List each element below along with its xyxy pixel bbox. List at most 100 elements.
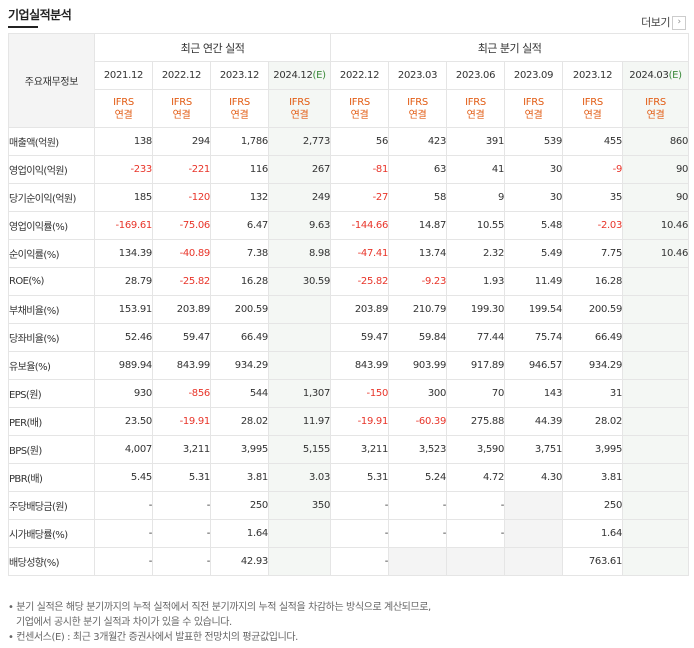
- table-cell: 200.59: [562, 295, 624, 324]
- row-label: 순이익률(%): [8, 239, 95, 268]
- period-label: 2023.12: [219, 70, 260, 81]
- table-cell: 5.24: [388, 463, 448, 492]
- table-cell: 6.47: [210, 211, 269, 240]
- period-header: 2023.12: [562, 61, 624, 90]
- period-header: 2023.12: [210, 61, 269, 90]
- table-cell: -233: [94, 155, 153, 184]
- table-cell: 3,751: [504, 435, 564, 464]
- table-cell: -9: [562, 155, 624, 184]
- accounting-standard: IFRS 연결: [446, 89, 506, 128]
- basis-label: 연결: [172, 109, 191, 121]
- table-cell: -: [330, 519, 390, 548]
- ifrs-label: IFRS: [171, 96, 192, 108]
- more-label[interactable]: 더보기: [641, 16, 670, 29]
- table-cell: 5,155: [267, 435, 332, 464]
- table-cell: -: [330, 547, 390, 576]
- ifrs-label: IFRS: [465, 96, 486, 108]
- table-cell: 63: [388, 155, 448, 184]
- table-cell: -: [152, 491, 211, 520]
- table-cell: [622, 407, 690, 436]
- arrow-right-icon[interactable]: ›: [672, 16, 686, 30]
- row-label: PER(배): [8, 407, 95, 436]
- table-cell: [622, 295, 690, 324]
- note-line: • 컨센서스(E) : 최근 3개월간 증권사에서 발표한 전망치의 평균값입니…: [8, 632, 298, 643]
- table-cell: [267, 295, 332, 324]
- table-cell: 300: [388, 379, 448, 408]
- table-cell: -25.82: [330, 267, 390, 296]
- table-row: 부채비율(%) 153.91 203.89 200.59 203.89 210.79 199…: [8, 295, 690, 324]
- accounting-standard: IFRS 연결: [330, 89, 390, 128]
- table-cell: -40.89: [152, 239, 211, 268]
- period-header: 2021.12: [94, 61, 153, 90]
- table-cell: [504, 547, 564, 576]
- period-label: 2023.06: [455, 70, 496, 81]
- row-label: ROE(%): [8, 267, 95, 296]
- table-cell: 203.89: [152, 295, 211, 324]
- table-cell: 52.46: [94, 323, 153, 352]
- table-cell: 153.91: [94, 295, 153, 324]
- table-cell: -60.39: [388, 407, 448, 436]
- table-row: PER(배) 23.50 -19.91 28.02 11.97 -19.91 -60.39 2…: [8, 407, 690, 436]
- table-cell: 134.39: [94, 239, 153, 268]
- table-cell: 199.54: [504, 295, 564, 324]
- period-label: 2024.03: [629, 70, 669, 81]
- table-cell: 2.32: [446, 239, 506, 268]
- table-cell: -: [152, 547, 211, 576]
- more-link[interactable]: 더보기 ›: [641, 14, 686, 30]
- estimate-marker: (E): [668, 70, 683, 81]
- accounting-standard: IFRS 연결: [622, 89, 690, 128]
- table-row: EPS(원) 930 -856 544 1,307 -150 300 70 143 31: [8, 379, 690, 408]
- table-row: 순이익률(%) 134.39 -40.89 7.38 8.98 -47.41 13.74 2.…: [8, 239, 690, 268]
- row-label: 당기순이익(억원): [8, 183, 95, 212]
- table-cell: -19.91: [152, 407, 211, 436]
- table-cell: 3,590: [446, 435, 506, 464]
- table-cell: 7.75: [562, 239, 624, 268]
- row-label: 유보율(%): [8, 351, 95, 380]
- table-cell: -: [152, 519, 211, 548]
- table-cell: 267: [267, 155, 332, 184]
- table-cell: 116: [210, 155, 269, 184]
- accounting-standard: IFRS 연결: [267, 89, 332, 128]
- table-cell: 294: [152, 127, 211, 156]
- table-cell: 203.89: [330, 295, 390, 324]
- accounting-standard: IFRS 연결: [388, 89, 448, 128]
- table-row: 당좌비율(%) 52.46 59.47 66.49 59.47 59.84 77.44 75.…: [8, 323, 690, 352]
- table-cell: 8.98: [267, 239, 332, 268]
- table-cell: 3,211: [330, 435, 390, 464]
- table-cell: -75.06: [152, 211, 211, 240]
- table-row: 배당성향(%) - -42.93-763.61: [8, 547, 690, 576]
- ifrs-label: IFRS: [229, 96, 250, 108]
- table-cell: [622, 323, 690, 352]
- table-cell: 3.81: [210, 463, 269, 492]
- table-cell: 9: [446, 183, 506, 212]
- ifrs-label: IFRS: [407, 96, 428, 108]
- table-cell: 66.49: [562, 323, 624, 352]
- table-cell: [622, 463, 690, 492]
- table-cell: -856: [152, 379, 211, 408]
- basis-label: 연결: [114, 109, 133, 121]
- table-cell: 1,307: [267, 379, 332, 408]
- table-cell: 77.44: [446, 323, 506, 352]
- table-cell: 843.99: [330, 351, 390, 380]
- row-label: 부채비율(%): [8, 295, 95, 324]
- annual-group-header: 최근 연간 실적: [93, 33, 332, 62]
- corner-label: 주요재무정보: [8, 33, 95, 128]
- period-header: 2024.12(E): [267, 61, 332, 90]
- table-cell: 30: [504, 155, 564, 184]
- period-header: 2024.03(E): [622, 61, 690, 90]
- table-cell: -169.61: [94, 211, 153, 240]
- table-cell: 3,995: [562, 435, 624, 464]
- row-label: BPS(원): [8, 435, 95, 464]
- table-cell: [622, 379, 690, 408]
- ifrs-label: IFRS: [113, 96, 134, 108]
- basis-label: 연결: [646, 109, 665, 121]
- row-label: PBR(배): [8, 463, 95, 492]
- table-cell: 31: [562, 379, 624, 408]
- period-header: 2023.09: [504, 61, 564, 90]
- row-label: 배당성향(%): [8, 547, 95, 576]
- table-cell: [504, 491, 564, 520]
- table-row: 영업이익률(%) -169.61 -75.06 6.47 9.63 -144.66 14.8…: [8, 211, 690, 240]
- table-cell: 934.29: [562, 351, 624, 380]
- table-cell: [504, 519, 564, 548]
- table-cell: 13.74: [388, 239, 448, 268]
